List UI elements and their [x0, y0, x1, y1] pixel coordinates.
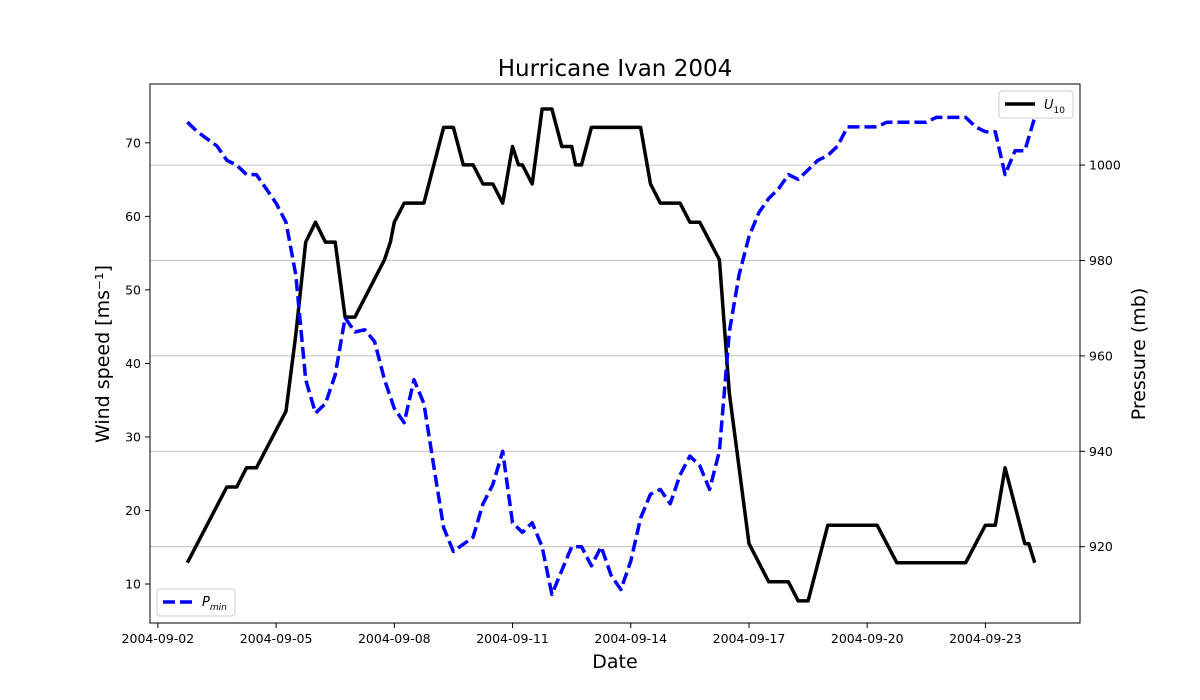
y-left-tick-label-2: 30	[125, 429, 141, 444]
plot-frame	[149, 83, 1081, 624]
y-left-tick-label-3: 40	[125, 356, 141, 371]
legend-pressure-box	[156, 588, 236, 617]
x-axis-label: Date	[592, 651, 637, 673]
legend-wind-label-sub: 10	[1054, 106, 1066, 116]
legend-wind-box	[998, 90, 1074, 119]
y-left-tick-label-0: 10	[125, 577, 141, 592]
y-axis-left-label: Wind speed [ms⁻¹]	[92, 265, 114, 443]
legend-pressure: Pmin	[156, 588, 236, 617]
x-tick-label-5: 2004-09-17	[713, 631, 786, 646]
series-line-u10	[185, 107, 1037, 603]
y-right-tick-label-1: 940	[1089, 444, 1113, 459]
series-layer	[185, 107, 1037, 603]
x-tick-label-6: 2004-09-20	[831, 631, 904, 646]
x-tick-label-0: 2004-09-02	[122, 631, 195, 646]
y-axis-right: 920 940 960 980 1000	[1080, 158, 1121, 554]
chart-title: Hurricane Ivan 2004	[498, 56, 732, 82]
y-left-tick-label-1: 20	[125, 503, 141, 518]
x-tick-label-2: 2004-09-08	[358, 631, 431, 646]
x-tick-label-3: 2004-09-11	[476, 631, 549, 646]
x-tick-label-1: 2004-09-05	[240, 631, 313, 646]
series-line-pmin	[186, 115, 1037, 597]
x-axis: 2004-09-02 2004-09-05 2004-09-08 2004-09-11…	[122, 623, 1022, 646]
y-right-tick-label-3: 980	[1089, 253, 1113, 268]
x-tick-label-4: 2004-09-14	[594, 631, 667, 646]
x-tick-label-7: 2004-09-23	[949, 631, 1022, 646]
y-axis-left: 10 20 30 40 50 60 70	[125, 135, 150, 592]
y-right-tick-label-0: 920	[1089, 539, 1113, 554]
y-right-tick-label-2: 960	[1089, 348, 1113, 363]
y-left-tick-label-6: 70	[125, 135, 141, 150]
legend-pressure-label-sub: min	[210, 603, 227, 613]
y-axis-right-label: Pressure (mb)	[1128, 288, 1150, 421]
y-left-tick-label-5: 60	[125, 209, 141, 224]
y-left-tick-label-4: 50	[125, 282, 141, 297]
legend-wind: U10	[998, 90, 1074, 119]
y-right-tick-label-4: 1000	[1089, 158, 1121, 173]
